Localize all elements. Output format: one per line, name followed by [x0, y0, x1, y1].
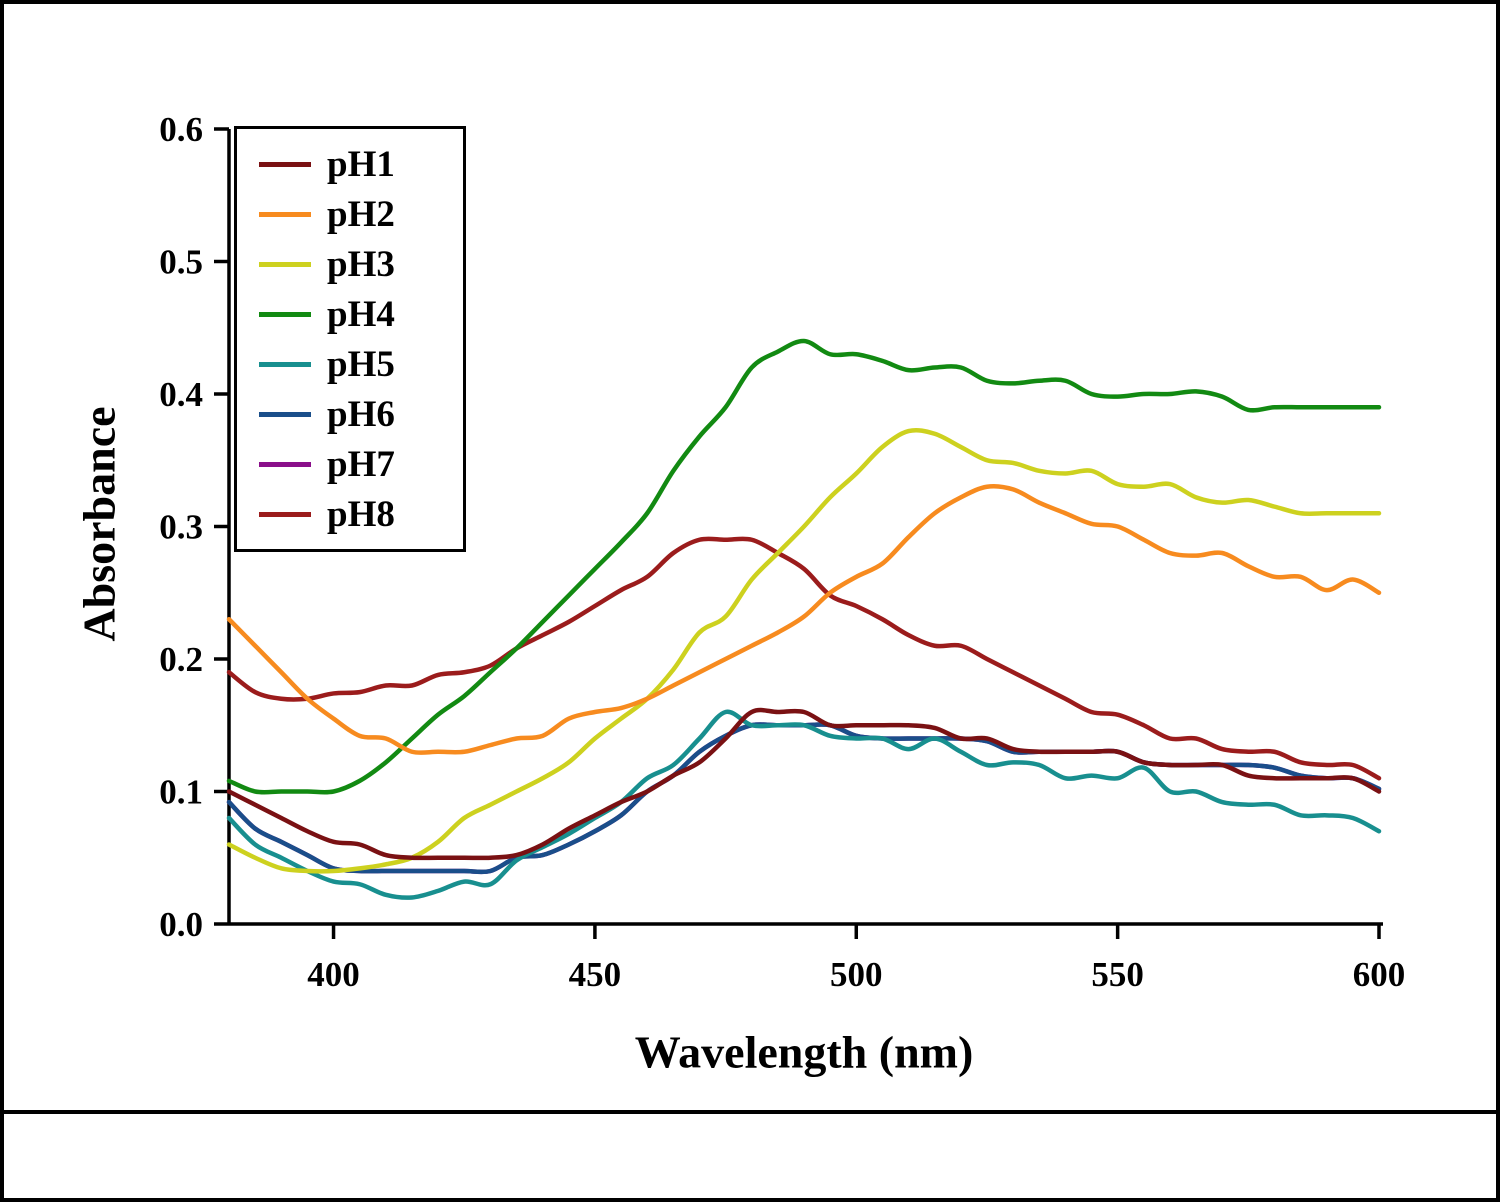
y-tick-label: 0.1 — [159, 773, 203, 812]
series-line-pH2 — [226, 483, 1382, 755]
legend-swatch-pH1 — [259, 161, 311, 167]
legend-swatch-pH8 — [259, 511, 311, 517]
footer-strip — [4, 1110, 1496, 1198]
absorbance-chart: 0.0 0.1 0.2 0.3 0.4 0.5 0.6 400 450 500 550 600 — [159, 110, 1406, 994]
legend-swatch-pH6 — [259, 411, 311, 417]
y-axis-title: Absorbance — [73, 406, 125, 642]
legend-label-pH3: pH3 — [327, 243, 395, 285]
legend-item-pH8: pH8 — [259, 496, 463, 533]
y-tick-label: 0.2 — [159, 640, 203, 679]
legend-label-pH4: pH4 — [327, 293, 395, 335]
legend-item-pH4: pH4 — [259, 296, 463, 333]
legend-swatch-pH5 — [259, 361, 311, 367]
x-tick-label: 600 — [1353, 955, 1406, 994]
x-axis-title: Wavelength (nm) — [634, 1026, 974, 1078]
series-line-pH4 — [226, 338, 1382, 795]
legend-label-pH1: pH1 — [327, 143, 395, 185]
legend-swatch-pH7 — [259, 461, 311, 467]
legend-swatch-pH4 — [259, 311, 311, 317]
chart-legend: pH1 pH2 pH3 pH4 pH5 pH6 pH7 pH8 — [234, 126, 466, 552]
series-line-pH1 — [226, 707, 1382, 861]
x-tick-label: 400 — [307, 955, 360, 994]
x-tick-label: 450 — [569, 955, 622, 994]
series-line-pH5 — [226, 709, 1382, 900]
series-line-pH8 — [226, 536, 1382, 781]
x-tick-label: 500 — [830, 955, 883, 994]
legend-label-pH2: pH2 — [327, 193, 395, 235]
legend-item-pH2: pH2 — [259, 196, 463, 233]
legend-label-pH6: pH6 — [327, 393, 395, 435]
legend-label-pH5: pH5 — [327, 343, 395, 385]
legend-item-pH7: pH7 — [259, 446, 463, 483]
y-tick-label: 0.6 — [159, 110, 203, 149]
x-tick-label: 550 — [1091, 955, 1144, 994]
legend-swatch-pH3 — [259, 261, 311, 267]
y-tick-label: 0.0 — [159, 905, 203, 944]
y-tick-label: 0.4 — [159, 375, 203, 414]
legend-label-pH8: pH8 — [327, 493, 395, 535]
legend-item-pH6: pH6 — [259, 396, 463, 433]
legend-item-pH1: pH1 — [259, 146, 463, 183]
legend-label-pH7: pH7 — [327, 443, 395, 485]
legend-swatch-pH2 — [259, 211, 311, 217]
series-line-pH3 — [226, 427, 1382, 874]
legend-item-pH3: pH3 — [259, 246, 463, 283]
y-tick-label: 0.5 — [159, 243, 203, 282]
legend-item-pH5: pH5 — [259, 346, 463, 383]
y-tick-label: 0.3 — [159, 508, 203, 547]
